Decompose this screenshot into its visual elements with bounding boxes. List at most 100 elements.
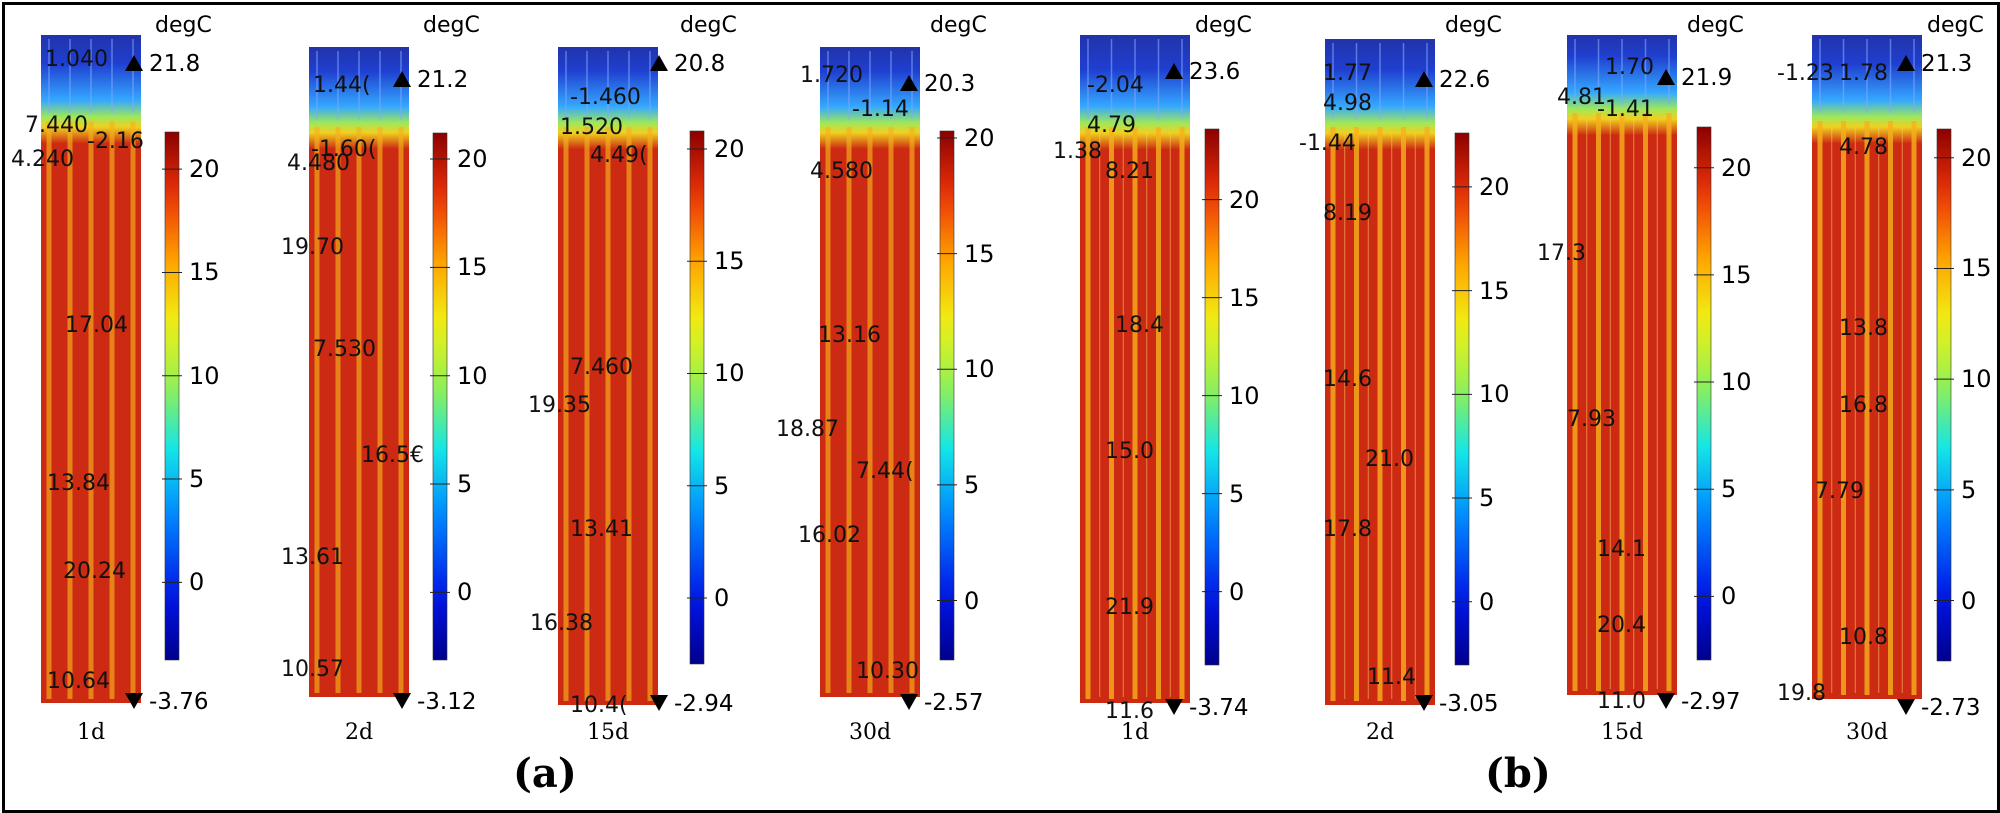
max-triangle-icon [1165,63,1183,79]
contour-label: -1.14 [852,97,909,122]
min-value: -2.94 [674,691,734,717]
contour-label: 1.70 [1605,55,1654,80]
contour-label: 11.0 [1597,689,1646,714]
contour-label: 19.70 [281,235,344,260]
colorbar-tick-label: 20 [1229,185,1260,214]
pipe-line [1888,121,1893,695]
pipe-line [888,127,894,693]
min-triangle-icon [650,695,668,711]
colorbar-tick-label: 5 [714,471,730,500]
pipe-line [1377,127,1383,701]
unit-label: degC [680,13,737,38]
max-triangle-icon [1657,69,1675,85]
pipe-line [1085,127,1091,699]
min-value: -3.05 [1439,691,1499,717]
pipe-line [356,127,362,693]
contour-label: -1.41 [1597,97,1654,122]
contour-label: 13.84 [47,471,110,496]
colorbar-tick-label: 5 [189,465,205,494]
contour-label: 13.16 [818,323,881,348]
pipe-line [377,127,383,693]
temperature-field [558,47,707,711]
contour-label: 19.35 [528,393,591,418]
contour-label: 1.77 [1323,61,1372,86]
contour-label: 4.480 [287,151,350,176]
day-label: 15d [586,720,630,745]
contour-label: 4.78 [1839,135,1888,160]
group-label-a: (a) [513,750,577,797]
pipe-line [1401,127,1406,701]
colorbar-tick-label: 10 [189,361,220,390]
pipe-line [46,121,52,699]
min-triangle-icon [1657,693,1675,709]
contour-label: 17.3 [1537,241,1586,266]
pipe-line [314,127,320,693]
colorbar-tick-label: 20 [1961,143,1992,172]
colorbar-tick-label: 5 [1721,475,1737,504]
day-label: 1d [1120,720,1150,745]
contour-label: 7.530 [313,337,376,362]
colorbar-tick-label: 5 [1961,475,1977,504]
temperature-field [1812,35,1954,715]
unit-label: degC [1195,13,1252,38]
panel-b-15d: 20 15 10 5 0 degC 21.9 -2.97 1.70 4.81 -1.41 17.3 7.… [1537,5,1787,805]
max-value: 20.8 [674,51,726,77]
pipe-line [1817,121,1823,695]
min-triangle-icon [1897,699,1915,715]
max-triangle-icon [650,55,668,71]
colorbar-tick-label: 0 [1229,577,1245,606]
colorbar-tick-label: 15 [189,258,220,287]
unit-label: degC [930,13,987,38]
day-label: 2d [344,720,374,745]
contour-label: 16.8 [1839,393,1888,418]
colorbar [1696,126,1712,661]
pipe-line [67,121,73,699]
pipe-line [1619,113,1625,691]
temperature-field [309,47,450,709]
colorbar [432,132,448,661]
colorbar-tick-label: 15 [1721,260,1752,289]
colorbar [939,130,955,661]
colorbar-tick-label: 0 [1961,586,1977,615]
pipe-line [109,121,115,699]
colorbar-tick-label: 15 [457,253,488,282]
colorbar-tick-label: 15 [1229,283,1260,312]
colorbar-tick-label: 15 [714,247,745,276]
day-label: 1d [76,720,106,745]
contour-label: 10.57 [281,657,344,682]
colorbar-tick-label: 0 [1721,582,1737,611]
pipe-line [88,121,94,699]
max-triangle-icon [1897,55,1915,71]
colorbar-tick-label: 10 [714,359,745,388]
pipe-line [647,127,653,701]
colorbar-tick-label: 20 [457,145,488,173]
pipe-line [1596,113,1601,691]
contour-label: 11.4 [1367,665,1416,690]
max-value: 22.6 [1439,67,1491,93]
contour-label: 7.44( [856,459,914,484]
panel-a-30d: 20 15 10 5 0 degC 20.3 -2.57 1.720 -1.14 4.580 13.1… [776,5,1030,805]
colorbar-tick-label: 20 [964,123,995,152]
group-label-b: (b) [1485,750,1551,797]
contour-label: 4.98 [1323,91,1372,116]
contour-label: 1.44( [313,73,371,98]
contour-label: 14.6 [1323,367,1372,392]
contour-label: 16.5€ [361,443,424,468]
colorbar-tick-label: 0 [1479,587,1495,616]
temperature-field [41,35,182,709]
pipe-line [605,127,611,701]
min-value: -3.12 [417,689,477,715]
colorbar-tick-label: 10 [1229,381,1260,410]
panel-a-15d: 20 15 10 5 0 degC 20.8 -2.94 -1.460 1.520 4.49(7.4… [528,5,780,805]
contour-label: 4.49( [590,143,648,168]
pipe-line [1109,127,1114,699]
contour-label: 1.520 [560,115,623,140]
min-triangle-icon [125,693,143,709]
contour-label: 10.8 [1839,625,1888,650]
pipe-line [1666,113,1672,691]
panel-a-2d: 20 15 10 5 0 degC 21.2 -3.12 1.44(4.480 -1.60(19.… [273,5,523,805]
contour-label: 1.720 [800,63,863,88]
contour-label: 18.4 [1115,313,1164,338]
contour-label: -1.44 [1299,131,1356,156]
max-value: 23.6 [1189,59,1241,85]
